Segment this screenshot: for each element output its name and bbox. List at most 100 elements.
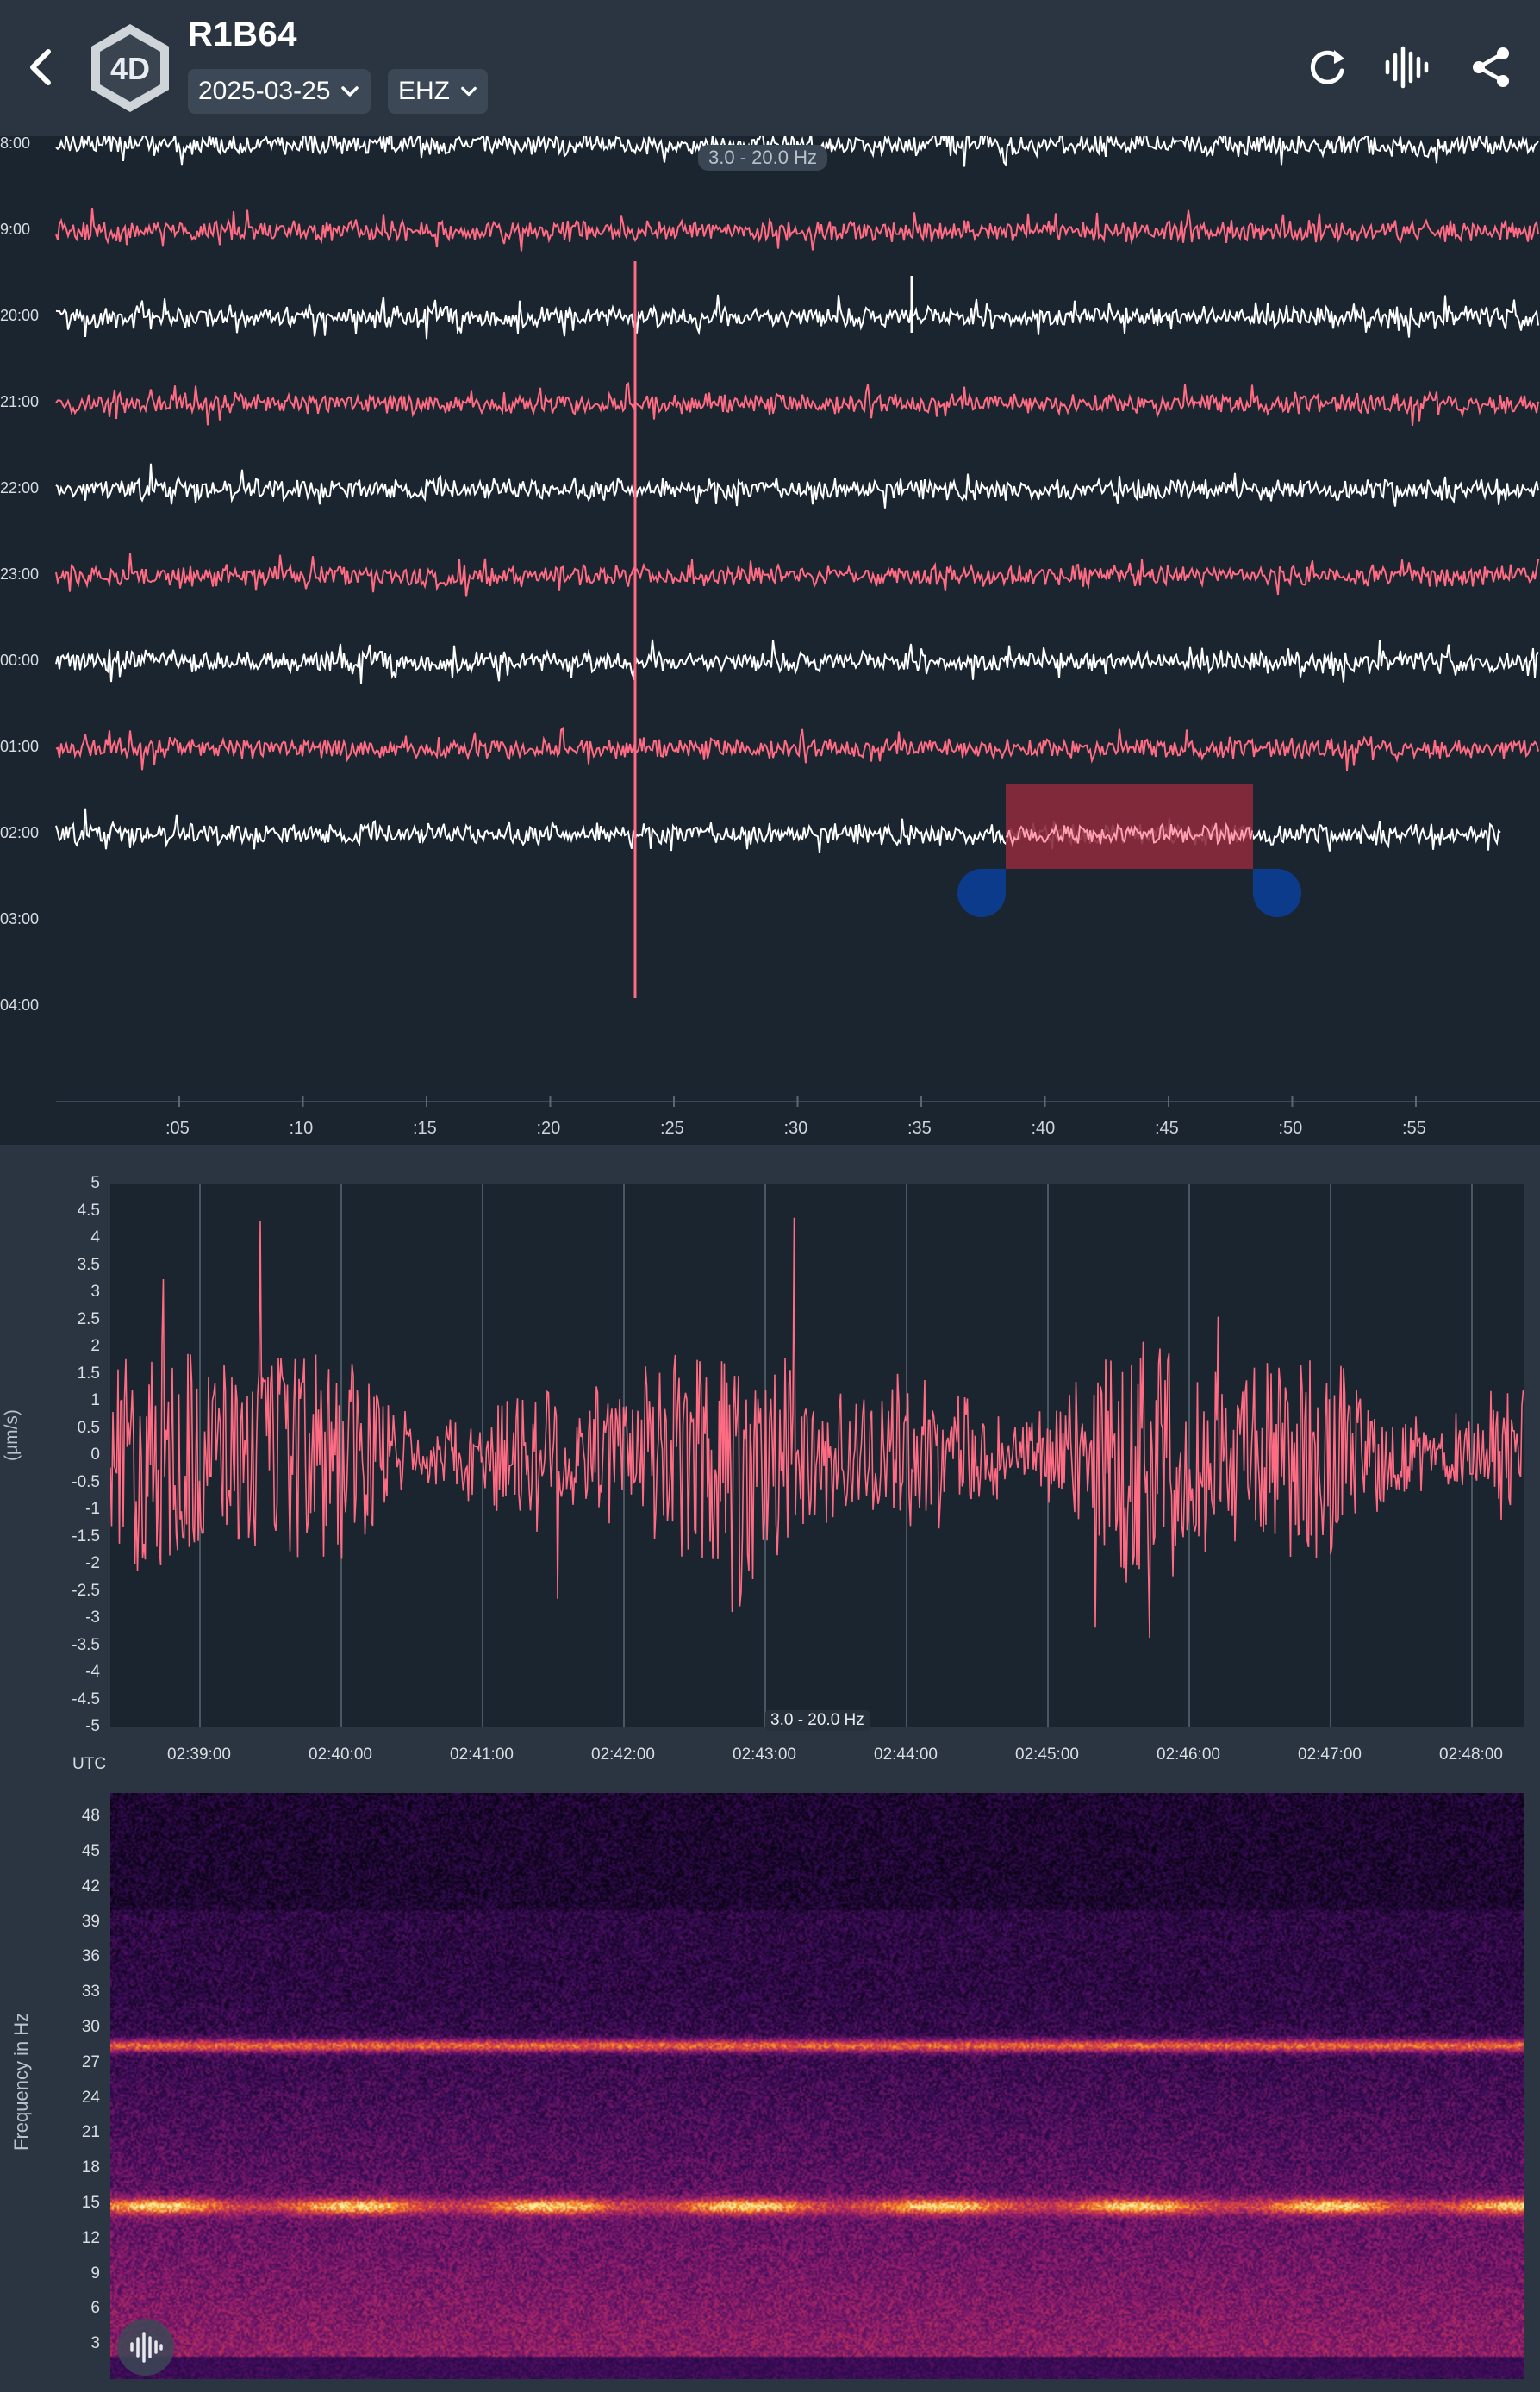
time-tick-label: 02:47:00: [1298, 1746, 1362, 1764]
frequency-tick-label: 21: [81, 2123, 100, 2142]
chevron-down-icon: [341, 86, 359, 97]
helicorder-trace: [55, 726, 1539, 771]
spectrogram-toggle-button[interactable]: [117, 2319, 174, 2376]
frequency-tick-label: 3: [90, 2334, 100, 2353]
minute-tick-label: :15: [413, 1119, 437, 1138]
amplitude-tick-label: -4.5: [72, 1689, 100, 1708]
frequency-tick-label: 6: [90, 2299, 100, 2318]
amplitude-tick-label: 3.5: [77, 1255, 100, 1274]
helicorder-filter-badge: 3.0 - 20.0 Hz: [698, 145, 827, 171]
frequency-tick-label: 24: [81, 2088, 100, 2107]
channel-value: EHZ: [398, 77, 450, 105]
frequency-tick-label: 15: [81, 2194, 100, 2212]
share-icon: [1473, 47, 1509, 87]
amplitude-tick-label: 0.5: [77, 1418, 100, 1437]
waveform-y-axis-label: (μm/s): [2, 1409, 22, 1461]
helicorder-trace: [55, 808, 1501, 853]
amplitude-tick-label: -2.5: [72, 1581, 100, 1600]
time-tick-label: 02:44:00: [874, 1746, 938, 1764]
helicorder-trace: [55, 639, 1539, 684]
minute-tick-label: :55: [1402, 1119, 1426, 1138]
station-title: R1B64: [188, 16, 298, 53]
minute-tick-label: :35: [907, 1119, 932, 1138]
helicorder-traces: [55, 136, 1540, 1107]
amplitude-tick-label: -3: [85, 1608, 100, 1627]
date-value: 2025-03-25: [198, 77, 331, 105]
time-tick-label: 02:39:00: [167, 1746, 231, 1764]
amplitude-tick-label: -4: [85, 1663, 100, 1681]
frequency-tick-label: 42: [81, 1877, 100, 1895]
spectrogram-y-axis-label: Frequency in Hz: [10, 2012, 32, 2151]
date-dropdown[interactable]: 2025-03-25: [188, 69, 371, 114]
amplitude-tick-label: -2: [85, 1554, 100, 1572]
minute-tick-label: :25: [660, 1119, 684, 1138]
frequency-tick-label: 48: [81, 1807, 100, 1826]
frequency-tick-label: 30: [81, 2018, 100, 2036]
chevron-down-icon: [461, 86, 477, 97]
selection-end-handle-corner: [1253, 869, 1277, 893]
helicorder-trace: [55, 553, 1539, 597]
hour-label: 01:00: [0, 738, 40, 755]
minute-tick-label: :05: [165, 1119, 190, 1138]
frequency-tick-label: 36: [81, 1947, 100, 1966]
frequency-tick-label: 12: [81, 2228, 100, 2247]
share-button[interactable]: [1465, 40, 1517, 95]
amplitude-tick-label: 0: [90, 1446, 100, 1464]
channel-dropdown[interactable]: EHZ: [388, 69, 488, 114]
time-tick-label: 02:48:00: [1439, 1746, 1503, 1764]
hour-label: 00:00: [0, 652, 40, 669]
spectrogram-image: [110, 1793, 1524, 2379]
time-tick-label: 02:46:00: [1157, 1746, 1220, 1764]
app-header: 4D R1B64 2025-03-25 EHZ: [0, 0, 1540, 136]
time-tick-label: 02:43:00: [733, 1746, 796, 1764]
waveform-icon: [1385, 46, 1429, 89]
frequency-tick-label: 18: [81, 2158, 100, 2177]
amplitude-tick-label: -0.5: [72, 1472, 100, 1491]
amplitude-tick-label: 1: [90, 1391, 100, 1409]
frequency-tick-label: 45: [81, 1842, 100, 1860]
spectrogram-plot[interactable]: [110, 1793, 1524, 2379]
minute-tick-label: :50: [1278, 1119, 1303, 1138]
helicorder-trace: [55, 208, 1539, 252]
amplitude-tick-label: 3: [90, 1283, 100, 1301]
frequency-tick-label: 9: [90, 2264, 100, 2283]
helicorder-trace: [55, 136, 1539, 169]
time-tick-label: 02:45:00: [1015, 1746, 1079, 1764]
refresh-icon: [1310, 50, 1344, 84]
selected-trace: [1005, 821, 1253, 848]
amplitude-tick-label: -1: [85, 1500, 100, 1518]
frequency-tick-label: 27: [81, 2052, 100, 2071]
minute-tick-label: :30: [783, 1119, 808, 1138]
amplitude-tick-label: -3.5: [72, 1635, 100, 1654]
waveform-panel: [0, 1145, 1540, 1783]
helicorder-trace: [55, 294, 1539, 340]
waveform-button[interactable]: [1381, 40, 1432, 95]
amplitude-tick-label: 4.5: [77, 1201, 100, 1220]
waveform-line: [109, 1217, 1524, 1639]
hour-label: 04:00: [0, 996, 40, 1014]
helicorder-panel[interactable]: 3.0 - 20.0 Hz: [0, 136, 1540, 1145]
frequency-tick-label: 33: [81, 1983, 100, 2002]
time-tick-label: 02:41:00: [450, 1746, 514, 1764]
amplitude-tick-label: 4: [90, 1228, 100, 1246]
minute-tick-label: :20: [536, 1119, 561, 1138]
hour-label: 02:00: [0, 824, 40, 841]
app-logo: 4D: [86, 21, 174, 116]
logo-text: 4D: [110, 51, 150, 86]
hour-label: 22:00: [0, 479, 40, 497]
hour-label: 20:00: [0, 307, 40, 324]
waveform-plot[interactable]: [109, 1184, 1524, 1727]
back-icon: [30, 49, 51, 85]
amplitude-tick-label: 2: [90, 1337, 100, 1355]
waveform-icon: [130, 2332, 163, 2363]
amplitude-tick-label: 2.5: [77, 1309, 100, 1328]
helicorder-trace: [55, 381, 1539, 426]
waveform-trace: [109, 1184, 1524, 1727]
hour-label: 8:00: [0, 134, 31, 152]
time-tick-label: 02:40:00: [309, 1746, 372, 1764]
selection-window: [1006, 784, 1253, 869]
back-button[interactable]: [16, 36, 67, 98]
amplitude-tick-label: 1.5: [77, 1364, 100, 1383]
refresh-button[interactable]: [1301, 40, 1353, 95]
hour-label: 21:00: [0, 393, 40, 410]
